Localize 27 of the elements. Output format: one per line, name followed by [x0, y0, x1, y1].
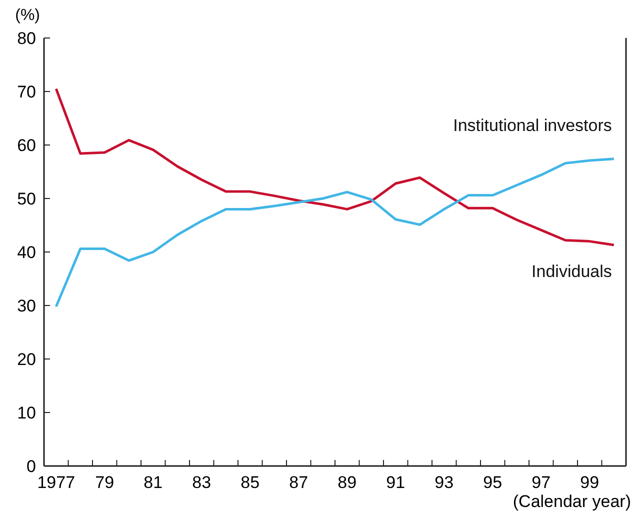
x-axis-title: (Calendar year): [512, 492, 631, 511]
x-tick-label: 1977: [37, 473, 76, 492]
x-tick-label: 87: [289, 473, 308, 492]
x-tick-label: 99: [580, 473, 600, 492]
x-tick-label: 85: [240, 473, 260, 492]
line-series: [54, 88, 616, 246]
x-tick-label: 97: [532, 473, 551, 492]
series-label: Institutional investors: [453, 116, 612, 135]
y-tick-label: 60: [17, 136, 36, 155]
x-tick-label: 93: [434, 473, 454, 492]
y-tick-label: 30: [17, 296, 36, 316]
y-tick-label: 50: [17, 189, 36, 208]
y-tick-label: 70: [17, 82, 36, 102]
y-tick-label: 10: [17, 403, 36, 422]
x-tick-label: 95: [483, 473, 502, 492]
line-series: [54, 158, 616, 308]
x-tick-label: 91: [386, 473, 406, 492]
y-tick-label: 0: [26, 456, 36, 476]
x-tick-label: 89: [338, 473, 357, 492]
y-axis-title: (%): [15, 7, 40, 24]
y-tick-label: 40: [17, 242, 36, 262]
x-tick-label: 79: [95, 473, 114, 492]
series-label: Individuals: [532, 262, 612, 282]
x-tick-label: 81: [144, 473, 163, 492]
x-tick-label: 83: [192, 473, 212, 492]
y-tick-label: 80: [17, 28, 36, 48]
y-tick-label: 20: [17, 350, 36, 369]
